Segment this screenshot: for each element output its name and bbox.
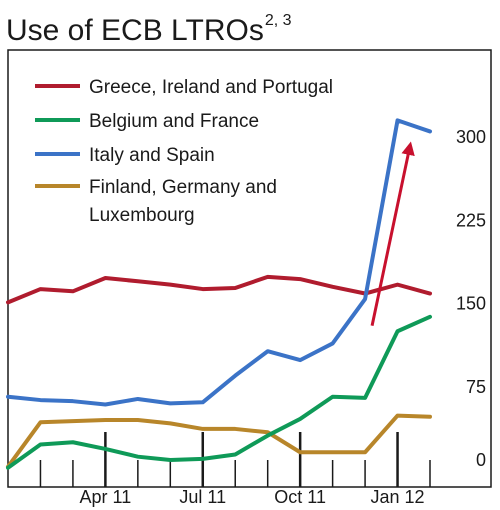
chart-title-text: Use of ECB LTROs [6, 14, 264, 47]
y-tick-label: 150 [456, 294, 486, 314]
legend-label: Finland, Germany and Luxembourg [89, 177, 277, 226]
annotations [370, 141, 415, 327]
legend-label: Italy and Spain [89, 145, 215, 166]
series-lines [6, 118, 432, 470]
x-tick-label: Apr 11 [80, 487, 132, 507]
y-tick-label: 75 [466, 377, 486, 397]
legend-label: Belgium and France [89, 111, 259, 132]
legend-label-line: Finland, Germany and [89, 177, 277, 198]
x-axis-labels: Apr 11 Jul 11 Oct 11 Jan 12 [80, 487, 425, 507]
x-tick-label: Oct 11 [274, 487, 326, 507]
x-axis-ticks [39, 432, 431, 487]
series-line [6, 118, 432, 407]
annotation-arrow [370, 141, 415, 327]
chart-title-superscript: 2, 3 [264, 12, 292, 29]
y-axis-labels: 0 75 150 225 300 [456, 127, 486, 470]
y-tick-label: 0 [476, 450, 486, 470]
y-tick-label: 300 [456, 127, 486, 147]
x-tick-label: Jan 12 [371, 487, 425, 507]
chart-title: Use of ECB LTROs2, 3 [6, 8, 292, 48]
legend-label-line: Luxembourg [89, 205, 195, 226]
series-line [6, 413, 432, 469]
x-tick-label: Jul 11 [179, 487, 226, 507]
y-tick-label: 225 [456, 210, 486, 230]
plot-frame [7, 49, 492, 488]
legend-label: Greece, Ireland and Portugal [89, 77, 333, 98]
legend: Greece, Ireland and Portugal Belgium and … [35, 77, 333, 226]
series-line [6, 314, 432, 470]
series-line [6, 274, 432, 305]
